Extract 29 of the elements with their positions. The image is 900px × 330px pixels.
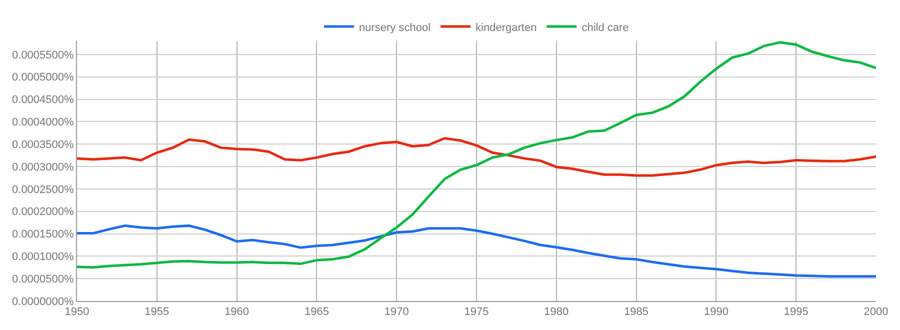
legend-label: nursery school bbox=[359, 22, 431, 34]
y-tick-label: 0.0001000% bbox=[12, 251, 74, 264]
y-tick-label: 0.0002500% bbox=[12, 184, 74, 196]
y-tick-label: 0.0001500% bbox=[12, 228, 74, 241]
x-tick-label: 1965 bbox=[304, 306, 329, 318]
x-tick-label: 1975 bbox=[464, 306, 489, 318]
x-tick-label: 1960 bbox=[224, 306, 250, 318]
line-series bbox=[77, 137, 876, 177]
y-tick-label: 0.0000500% bbox=[12, 273, 74, 286]
x-tick-label: 1950 bbox=[64, 306, 90, 318]
line-series bbox=[77, 41, 876, 269]
line-series bbox=[77, 224, 876, 278]
y-tick-label: 0.0005000% bbox=[12, 72, 74, 84]
legend-label: child care bbox=[582, 22, 629, 34]
x-tick-label: 1995 bbox=[784, 306, 808, 318]
y-tick-label: 0.0004500% bbox=[12, 94, 74, 106]
x-tick-label: 1980 bbox=[544, 306, 569, 318]
legend-label: kindergarten bbox=[476, 22, 537, 34]
y-tick-label: 0.0004000% bbox=[12, 116, 74, 129]
y-tick-label: 0.0002000% bbox=[12, 206, 74, 218]
x-tick-label: 1955 bbox=[144, 306, 170, 318]
x-tick-label: 1985 bbox=[624, 306, 649, 318]
x-tick-label: 1970 bbox=[384, 306, 409, 318]
x-tick-label: 1990 bbox=[704, 306, 728, 318]
x-tick-label: 2000 bbox=[864, 306, 888, 318]
y-tick-label: 0.0000000% bbox=[12, 296, 74, 308]
y-tick-label: 0.0003500% bbox=[12, 138, 74, 151]
y-tick-label: 0.0005500% bbox=[12, 49, 74, 62]
y-tick-label: 0.0003000% bbox=[12, 161, 74, 174]
